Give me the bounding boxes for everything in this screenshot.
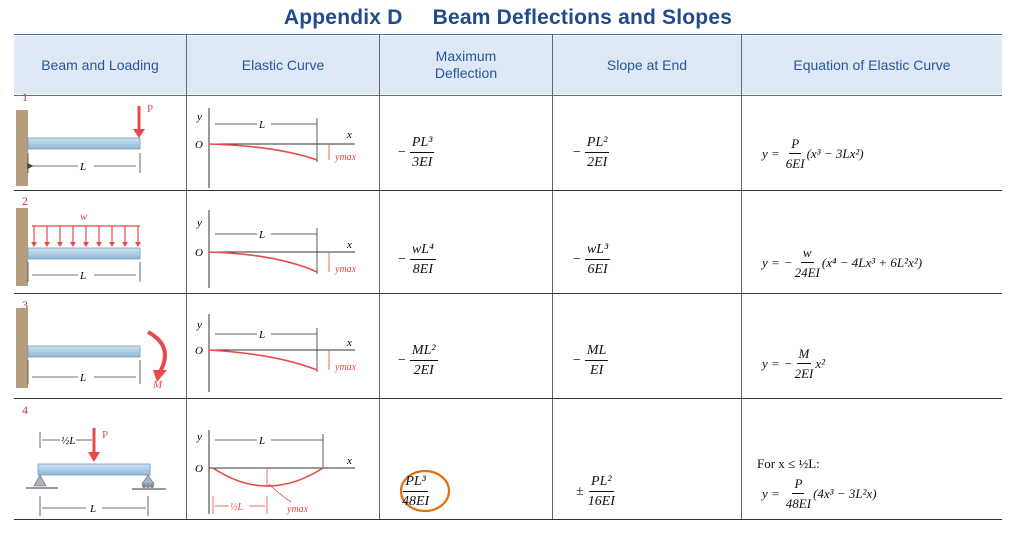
slope-4: ± PL² 16EI xyxy=(576,474,615,509)
svg-text:L: L xyxy=(258,435,265,447)
header-max-deflection-line1: Maximum xyxy=(435,48,497,64)
svg-text:x: x xyxy=(346,239,352,251)
header-bottom-rule xyxy=(14,95,1002,96)
handwritten-circle-annotation xyxy=(399,469,451,513)
svg-text:x: x xyxy=(346,455,352,467)
header-beam-loading: Beam and Loading xyxy=(14,36,186,94)
svg-text:L: L xyxy=(258,229,265,241)
svg-text:½L: ½L xyxy=(230,502,244,513)
column-divider xyxy=(186,34,187,519)
equation-4: y = P 48EI (4x³ − 3L²x) xyxy=(762,476,877,511)
origin-label: O xyxy=(195,139,203,151)
beam xyxy=(27,345,141,358)
cantilever-point-load-diagram: P L xyxy=(16,103,153,186)
load-label: M xyxy=(152,379,163,391)
row-divider xyxy=(14,398,1002,399)
svg-text:ymax: ymax xyxy=(334,362,357,373)
elastic-curve-4: y O x L ymax ½L xyxy=(195,430,355,515)
cantilever-moment-load-diagram: M L xyxy=(16,308,167,391)
appendix-label: Appendix D xyxy=(283,6,403,29)
row-number-3: 3 xyxy=(22,298,28,312)
span-label: L xyxy=(89,503,96,515)
elastic-curve-1: y O x L ymax xyxy=(195,108,357,188)
title-text: Beam Deflections and Slopes xyxy=(432,6,733,29)
svg-text:L: L xyxy=(258,329,265,341)
svg-text:y: y xyxy=(196,319,202,331)
wall-support xyxy=(16,308,28,388)
max-deflection-2: − wL⁴ 8EI xyxy=(398,242,436,277)
wall-support xyxy=(16,208,28,286)
x-axis-label: x xyxy=(346,129,352,141)
deflection-curve xyxy=(208,143,318,161)
pin-support xyxy=(33,474,47,487)
equation-1: y = P 6EI (x³ − 3Lx²) xyxy=(762,136,864,171)
cantilever-distributed-load-diagram: w L xyxy=(16,208,141,286)
header-slope-at-end: Slope at End xyxy=(553,36,741,94)
header-elastic-curve: Elastic Curve xyxy=(187,36,379,94)
max-deflection-3: − ML² 2EI xyxy=(398,343,438,378)
svg-text:x: x xyxy=(346,337,352,349)
curve-span-label: L xyxy=(258,119,265,131)
header-top-rule xyxy=(14,34,1002,35)
equation-2: y = − w 24EI (x⁴ − 4Lx³ + 6L²x²) xyxy=(762,245,923,280)
svg-text:O: O xyxy=(195,345,203,357)
equation-3: y = − M 2EI x² xyxy=(762,346,826,381)
roller-support xyxy=(141,474,155,485)
span-label: L xyxy=(79,161,86,173)
table-bottom-rule xyxy=(14,519,1002,520)
svg-text:O: O xyxy=(195,463,203,475)
equation-4-condition: For x ≤ ½L: xyxy=(757,456,820,471)
row-divider xyxy=(14,293,1002,294)
row-number-2: 2 xyxy=(22,194,28,208)
span-label: L xyxy=(79,372,86,384)
svg-text:y: y xyxy=(196,431,202,443)
span-label: L xyxy=(79,270,86,282)
elastic-curve-2: y O x L ymax xyxy=(195,210,357,288)
y-axis-label: y xyxy=(196,111,202,123)
header-max-deflection: Maximum Deflection xyxy=(380,36,552,94)
deflection-curve xyxy=(208,349,318,371)
slope-3: − ML EI xyxy=(573,343,609,378)
distributed-load-arrows xyxy=(33,226,139,244)
load-label: P xyxy=(147,103,153,115)
slope-2: − wL³ 6EI xyxy=(573,242,611,277)
max-deflection-1: − PL³ 3EI xyxy=(398,135,435,170)
wall-support xyxy=(16,110,28,186)
row-divider xyxy=(14,190,1002,191)
row-number-4: 4 xyxy=(22,403,28,417)
page-title: Appendix D Beam Deflections and Slopes xyxy=(0,6,1016,30)
header-max-deflection-line2: Deflection xyxy=(434,65,498,81)
column-divider xyxy=(741,34,742,519)
svg-text:ymax: ymax xyxy=(334,264,357,275)
row-number-1: 1 xyxy=(22,90,28,104)
column-divider xyxy=(379,34,380,519)
ymax-label: ymax xyxy=(334,152,357,163)
beam xyxy=(27,137,141,150)
slope-1: − PL² 2EI xyxy=(573,135,610,170)
column-divider xyxy=(552,34,553,519)
point-load-arrowhead xyxy=(133,129,145,138)
deflection-curve xyxy=(212,467,324,487)
elastic-curve-3: y O x L ymax xyxy=(195,314,357,392)
deflection-curve xyxy=(208,251,318,273)
beam xyxy=(27,247,141,260)
moment-arrow xyxy=(146,330,167,373)
load-label: P xyxy=(102,429,108,441)
simply-supported-center-load-diagram: ½L P L xyxy=(26,428,166,516)
header-equation: Equation of Elastic Curve xyxy=(742,36,1002,94)
beam xyxy=(37,463,151,476)
load-label: w xyxy=(80,211,88,223)
svg-text:O: O xyxy=(195,247,203,259)
half-span-label: ½L xyxy=(61,435,75,447)
svg-text:ymax: ymax xyxy=(286,504,309,515)
svg-text:y: y xyxy=(196,217,202,229)
